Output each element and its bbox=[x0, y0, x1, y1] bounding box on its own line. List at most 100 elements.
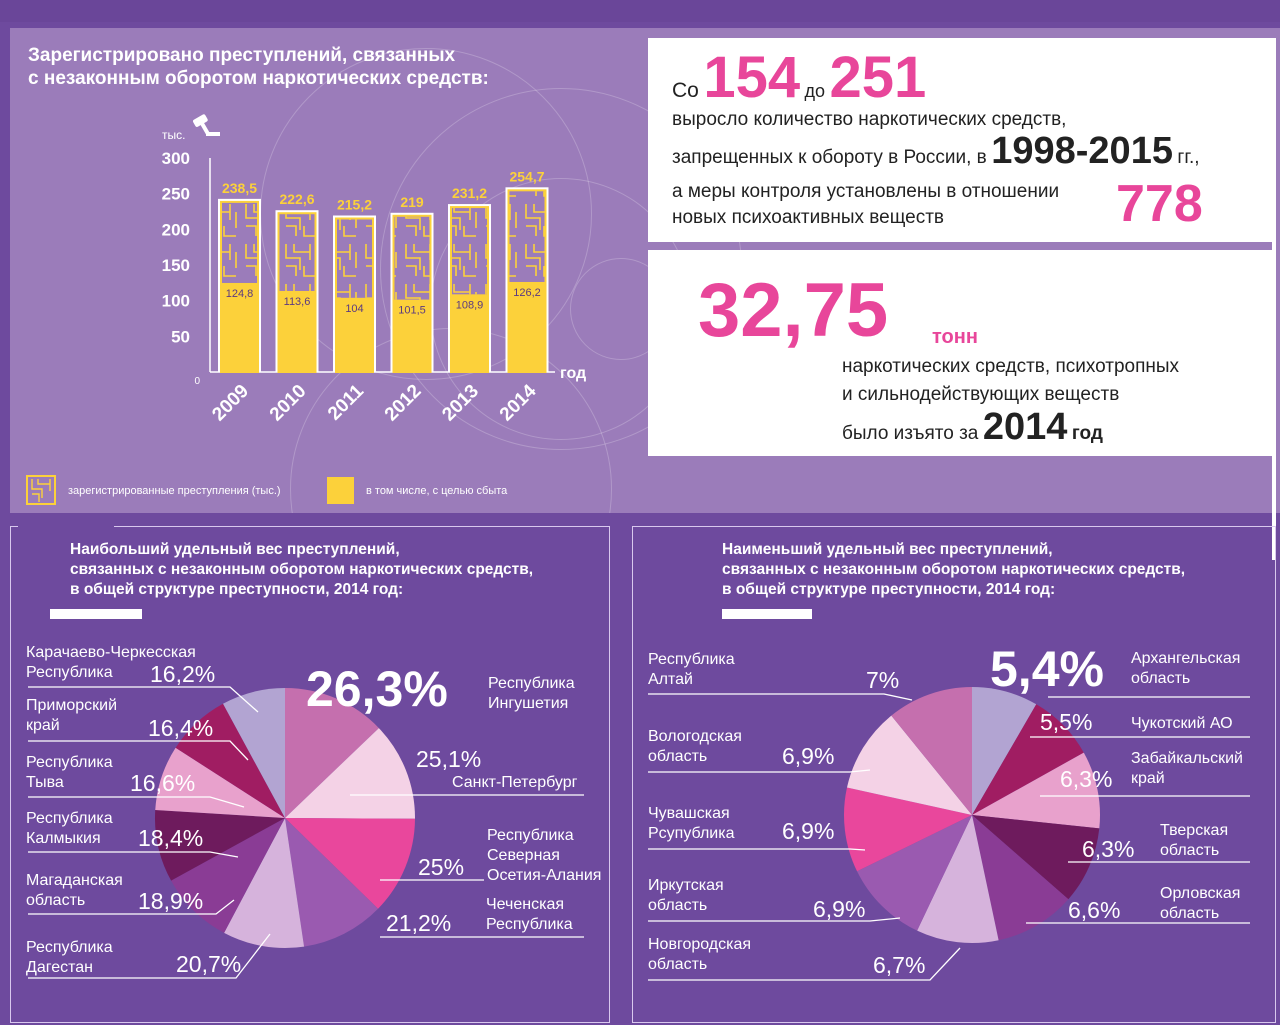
pie-slice bbox=[175, 703, 285, 818]
bar-sale-label: 124,8 bbox=[226, 288, 254, 300]
pie-slice bbox=[171, 818, 285, 933]
pie-slice bbox=[285, 728, 415, 819]
pie-slice bbox=[285, 818, 415, 909]
legend-swatch-total bbox=[26, 475, 56, 505]
right-leader-lines bbox=[648, 693, 1250, 981]
label-tver: Тверская bbox=[1160, 822, 1229, 839]
bar-total-pattern bbox=[394, 216, 430, 300]
pct-primorsky: 16,4% bbox=[148, 715, 214, 741]
left-panel-accent-bar bbox=[50, 609, 142, 619]
text-seized: было изъято за bbox=[842, 423, 979, 444]
bar-total-label: 219 bbox=[400, 194, 424, 210]
bar-sale bbox=[393, 299, 431, 372]
pie-slice bbox=[844, 787, 972, 872]
legend-swatch-sale bbox=[327, 477, 354, 504]
y-tick-label: 50 bbox=[171, 327, 190, 346]
pct-tver: 6,3% bbox=[1082, 836, 1135, 862]
bar-axes bbox=[209, 158, 555, 373]
label-chuvashia: Чувашская bbox=[648, 805, 730, 822]
pct-irkutsk: 6,9% bbox=[813, 896, 866, 922]
right-edge-strip bbox=[1272, 40, 1276, 560]
label-vologda: Вологодская bbox=[648, 728, 742, 745]
text-new-substances: новых психоактивных веществ bbox=[672, 207, 945, 228]
stat-154: 154 bbox=[703, 45, 801, 110]
y-unit-label: тыс. bbox=[162, 128, 185, 142]
pct-kalmykia: 18,4% bbox=[138, 825, 204, 851]
stats-box-substances: Со 154 до 251 выросло количество наркоти… bbox=[648, 38, 1276, 242]
pie-slice bbox=[223, 688, 285, 818]
pie-slice bbox=[857, 815, 972, 931]
pie-slice bbox=[285, 818, 379, 947]
pct-arkhangelsk: 5,4% bbox=[990, 641, 1104, 697]
label-irkutsk: Иркутская bbox=[648, 877, 724, 894]
stat-year-2014: 2014 bbox=[982, 406, 1068, 448]
pct-spb: 25,1% bbox=[416, 746, 482, 772]
label-arkhangelsk: Архангельская bbox=[1131, 650, 1241, 667]
bar-total-label: 231,2 bbox=[452, 185, 487, 201]
bar-total-pattern bbox=[452, 208, 487, 295]
stat-251: 251 bbox=[829, 45, 927, 110]
label-north-ossetia: Республика bbox=[487, 827, 574, 844]
stat-778: 778 bbox=[1116, 175, 1203, 233]
bar-chart: 300 250 200 150 100 50 0 238,5 124,8 222,6 113,6 2… bbox=[26, 114, 586, 505]
bar-sale bbox=[508, 281, 546, 372]
pct-tyva: 16,6% bbox=[130, 770, 196, 796]
y-tick-label: 300 bbox=[162, 149, 190, 168]
bar-total-label: 215,2 bbox=[337, 196, 372, 212]
bar-sale-label: 104 bbox=[345, 303, 363, 315]
bar-sale-label: 113,6 bbox=[284, 296, 311, 308]
label-novgorod: Новгородская bbox=[648, 936, 752, 953]
bar-total-pattern bbox=[337, 219, 372, 298]
label-karachaevo-cherkesskaya: Карачаево-Черкесская bbox=[26, 644, 196, 661]
bar-sale-label: 101,5 bbox=[398, 305, 426, 317]
pie-slice bbox=[155, 810, 285, 881]
legend-label-sale: в том числе, с целью сбыта bbox=[366, 485, 508, 497]
pct-chechnya: 21,2% bbox=[386, 910, 452, 936]
text-co: Со bbox=[672, 79, 699, 102]
pie-slice bbox=[917, 815, 999, 943]
legend-swatch-pattern bbox=[29, 478, 53, 502]
text-control: а меры контроля установлены в отношении bbox=[672, 181, 1060, 202]
pie-slice bbox=[972, 704, 1084, 815]
text-do: до bbox=[804, 81, 826, 101]
bar-sale bbox=[221, 282, 258, 372]
y-tick-label: 0 bbox=[194, 376, 200, 387]
stat-unit-tonn: тонн bbox=[932, 326, 978, 348]
label-kalmykia: Республика bbox=[26, 810, 113, 827]
text-gg: гг., bbox=[1177, 147, 1200, 168]
label-dagestan: Республика bbox=[26, 939, 113, 956]
stats-box-seized: 32,75 тонн наркотических средств, психот… bbox=[648, 250, 1276, 456]
top-strip bbox=[0, 0, 1280, 22]
pie-slice bbox=[891, 687, 972, 815]
left-pie-chart bbox=[28, 686, 584, 979]
label-tyva: Республика bbox=[26, 754, 113, 771]
label-chukotka: Чукотский АО bbox=[1131, 715, 1233, 732]
pct-karachaevo-cherkesskaya: 16,2% bbox=[150, 661, 216, 687]
page-title: Зарегистрировано преступлений, связанных… bbox=[28, 45, 489, 89]
pct-altai: 7% bbox=[866, 667, 900, 693]
bar-sale bbox=[451, 294, 488, 372]
right-panel-title: Наименьший удельный вес преступлений, св… bbox=[722, 541, 1186, 598]
label-altai: Республика bbox=[648, 651, 735, 668]
y-tick-label: 150 bbox=[162, 256, 190, 275]
pie-slice bbox=[155, 747, 285, 818]
bar-sale bbox=[278, 290, 316, 372]
legend-label-total: зарегистрированные преступления (тыс.) bbox=[68, 485, 281, 497]
pct-chukotka: 5,5% bbox=[1040, 709, 1093, 735]
bar-total-label: 238,5 bbox=[222, 180, 257, 196]
pct-vologda: 6,9% bbox=[782, 743, 835, 769]
pct-magadan: 18,9% bbox=[138, 888, 204, 914]
label-zabaikalsky: Забайкальский bbox=[1131, 750, 1243, 767]
y-tick-label: 250 bbox=[162, 185, 190, 204]
pie-slice bbox=[846, 715, 972, 815]
pct-north-ossetia: 25% bbox=[418, 854, 465, 880]
gavel-icon bbox=[193, 114, 220, 136]
x-axis-label: год bbox=[560, 365, 586, 382]
pct-ingushetia: 26,3% bbox=[306, 661, 448, 717]
left-pie-panel bbox=[10, 526, 610, 1023]
pie-slice bbox=[224, 818, 305, 948]
text-banned: запрещенных к обороту в России, в bbox=[672, 147, 987, 168]
pct-novgorod: 6,7% bbox=[873, 952, 926, 978]
text-narcotics: наркотических средств, психотропных bbox=[842, 356, 1180, 377]
